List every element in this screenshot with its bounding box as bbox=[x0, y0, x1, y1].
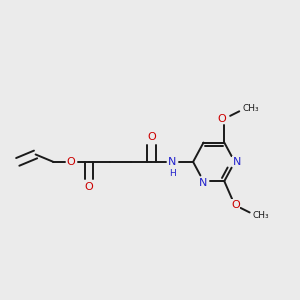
Text: N: N bbox=[233, 157, 241, 167]
Text: O: O bbox=[85, 182, 93, 192]
Text: N: N bbox=[168, 157, 176, 167]
Text: CH₃: CH₃ bbox=[253, 211, 269, 220]
Text: O: O bbox=[147, 132, 156, 142]
Text: O: O bbox=[218, 114, 226, 124]
Text: O: O bbox=[67, 157, 76, 167]
Text: N: N bbox=[199, 178, 208, 188]
Text: H: H bbox=[169, 169, 176, 178]
Text: O: O bbox=[231, 200, 240, 210]
Text: CH₃: CH₃ bbox=[242, 104, 259, 113]
